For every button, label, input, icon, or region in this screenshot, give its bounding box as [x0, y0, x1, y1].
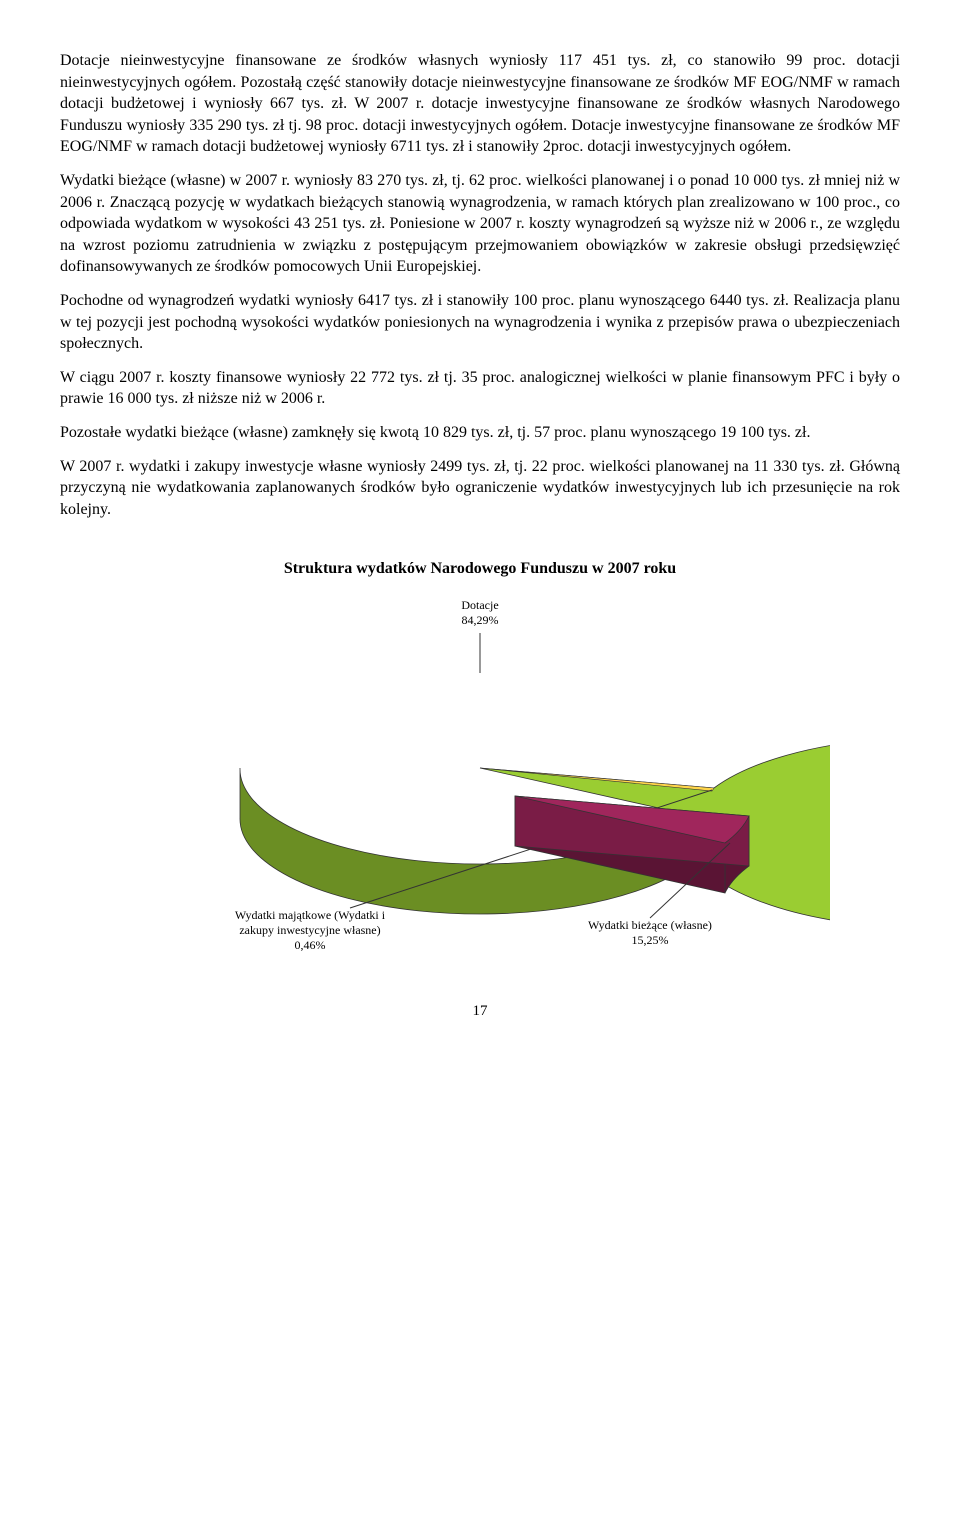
- paragraph-4: W ciągu 2007 r. koszty finansowe wyniosł…: [60, 367, 900, 410]
- paragraph-5: Pozostałe wydatki bieżące (własne) zamkn…: [60, 422, 900, 444]
- slice-label-dotacje: Dotacje 84,29%: [430, 598, 530, 628]
- paragraph-6: W 2007 r. wydatki i zakupy inwestycje wł…: [60, 456, 900, 521]
- slice-label-majatkowe: Wydatki majątkowe (Wydatki i zakupy inwe…: [200, 908, 420, 953]
- pie-chart: Dotacje 84,29% Wydatki majątkowe (Wydatk…: [130, 588, 830, 953]
- paragraph-1: Dotacje nieinwestycyjne finansowane ze ś…: [60, 50, 900, 158]
- paragraph-2: Wydatki bieżące (własne) w 2007 r. wynio…: [60, 170, 900, 278]
- paragraph-3: Pochodne od wynagrodzeń wydatki wyniosły…: [60, 290, 900, 355]
- slice-label-biezace: Wydatki bieżące (własne) 15,25%: [550, 918, 750, 948]
- chart-title: Struktura wydatków Narodowego Funduszu w…: [60, 560, 900, 578]
- page-number: 17: [60, 1003, 900, 1020]
- pie-chart-svg: [130, 588, 830, 948]
